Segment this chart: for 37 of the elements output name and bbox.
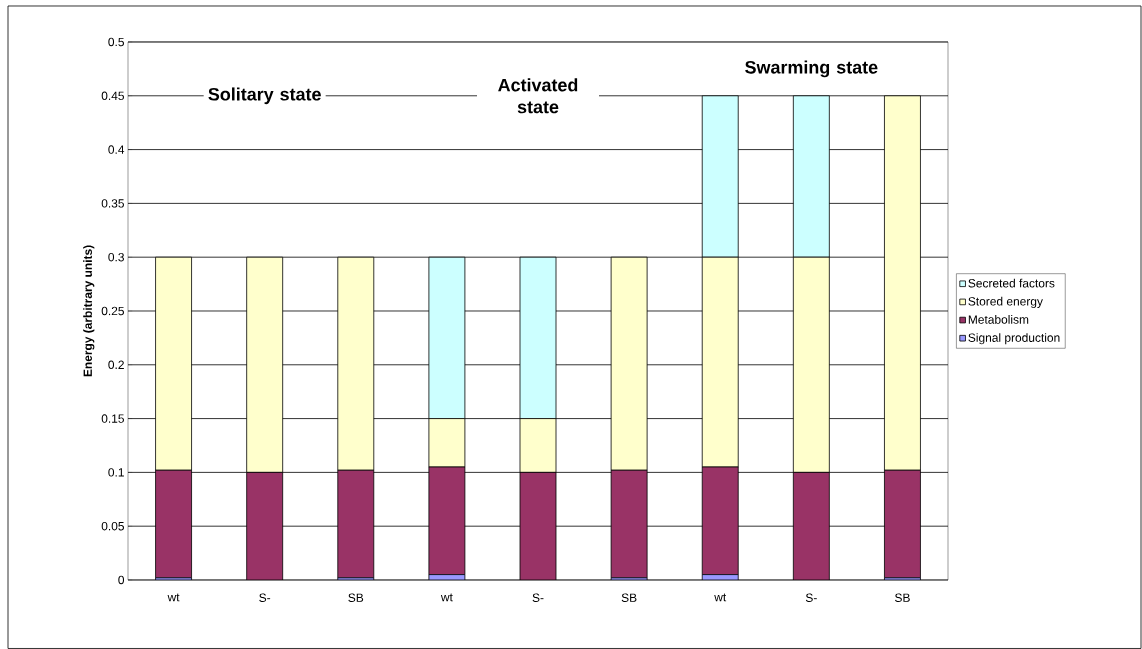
bar [701,466,739,575]
x-tick-label: S- [805,593,817,602]
x-tick-label: SB [348,593,364,602]
y-tick-label: 0.35 [101,199,124,208]
y-tick-label: 0.4 [108,145,125,154]
y-tick-label: 0.05 [101,521,124,531]
x-tick-label: SB [895,593,910,602]
x-tick-label: S- [532,593,544,602]
y-tick-label: 0 [118,575,125,585]
x-tick-label: wt [167,593,180,602]
x-tick-label: S- [259,593,271,602]
legend-label: Stored energy [968,296,1043,308]
x-tick-label: wt [714,593,727,602]
bar [337,469,375,579]
y-tick-label: 0.1 [108,468,124,477]
y-tick-label: 0.15 [101,414,124,423]
bar [519,471,557,580]
bar [610,469,648,579]
annotation: Solitary state [208,87,321,105]
y-axis-title: Energy (arbitrary units) [83,245,95,377]
y-tick-label: 0.45 [101,91,124,101]
y-tick-label: 0.3 [108,252,124,262]
annotation: Swarming state [745,60,878,78]
legend-label: Metabolism [968,314,1029,324]
y-tick-label: 0.2 [108,360,124,370]
x-tick-label: SB [621,593,637,602]
x-tick-label: wt [440,593,453,602]
bar [155,469,192,579]
bar [792,471,830,580]
legend-label: Secreted factors [968,278,1055,288]
legend-label: Signal production [968,333,1060,345]
bar [428,466,466,575]
y-tick-label: 0.25 [101,306,124,316]
bar [884,469,921,579]
annotation: Activated state [498,78,578,114]
y-tick-label: 0.5 [108,37,124,47]
bar [246,471,284,580]
